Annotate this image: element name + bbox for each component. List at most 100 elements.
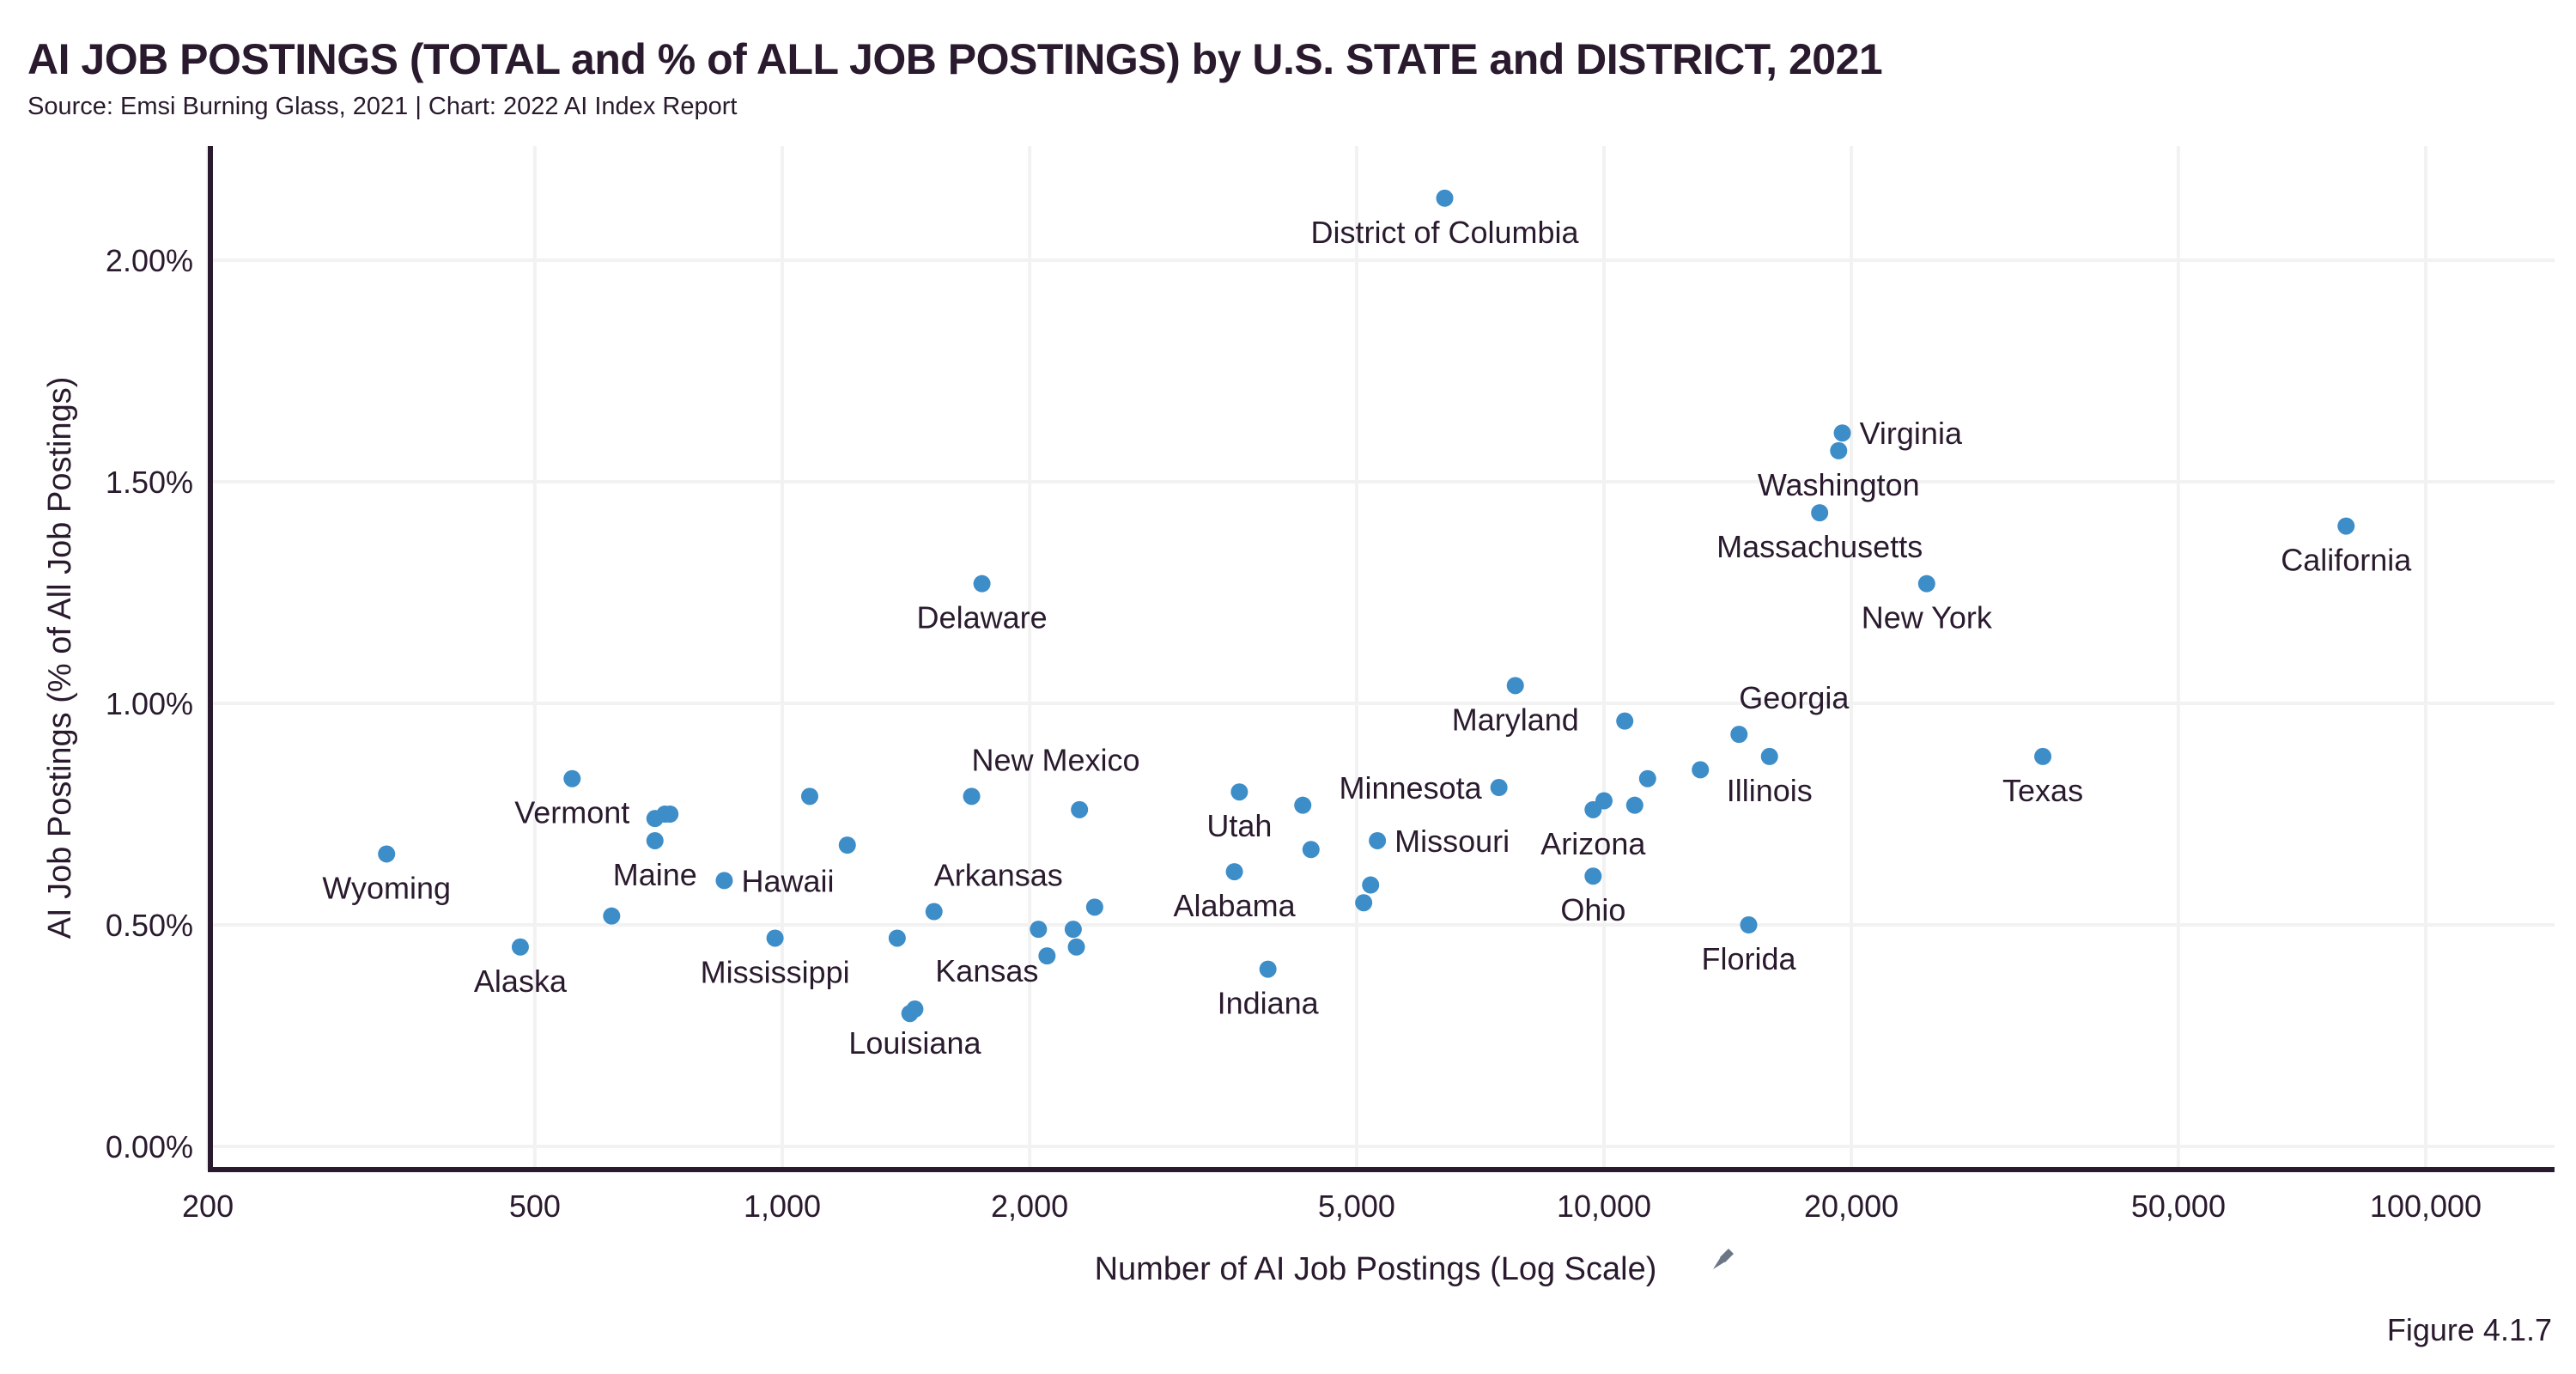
point-label: Georgia: [1739, 680, 1850, 715]
chart-subtitle: Source: Emsi Burning Glass, 2021 | Chart…: [27, 93, 738, 120]
data-point[interactable]: [1584, 867, 1602, 885]
data-point[interactable]: [963, 787, 981, 806]
x-tick-label: 200: [182, 1189, 234, 1224]
point-label: Arkansas: [934, 858, 1063, 893]
x-tick-label: 2,000: [991, 1189, 1068, 1224]
data-point[interactable]: [1584, 800, 1602, 818]
data-points: [378, 189, 2355, 1023]
point-label: Florida: [1701, 941, 1796, 976]
data-point[interactable]: [1760, 747, 1778, 765]
y-tick-label: 1.50%: [106, 465, 193, 500]
data-point[interactable]: [1259, 960, 1277, 978]
data-point[interactable]: [2034, 747, 2052, 765]
x-tick-label: 500: [509, 1189, 561, 1224]
data-point[interactable]: [1294, 796, 1312, 814]
data-point[interactable]: [603, 907, 621, 925]
point-label: Alaska: [474, 964, 568, 999]
x-tick-label: 20,000: [1804, 1189, 1899, 1224]
data-point[interactable]: [1490, 779, 1508, 797]
point-label: New Mexico: [972, 742, 1140, 777]
data-point[interactable]: [1811, 504, 1829, 522]
data-point[interactable]: [1030, 921, 1048, 939]
data-point[interactable]: [1230, 783, 1249, 801]
y-axis-ticks: 0.00% 0.50% 1.00% 1.50% 2.00%: [106, 243, 193, 1164]
data-point[interactable]: [715, 872, 733, 890]
data-point[interactable]: [1833, 424, 1851, 442]
point-label: Indiana: [1218, 986, 1320, 1021]
point-label: Illinois: [1727, 773, 1813, 808]
chart-title: AI JOB POSTINGS (TOTAL and % of ALL JOB …: [27, 35, 1883, 83]
point-label: Wyoming: [322, 870, 451, 905]
data-point[interactable]: [1740, 916, 1758, 933]
grid-lines: [206, 146, 2555, 1170]
x-tick-label: 5,000: [1318, 1189, 1395, 1224]
data-point[interactable]: [1071, 800, 1089, 818]
data-point[interactable]: [1038, 947, 1056, 965]
point-label: Delaware: [917, 600, 1048, 635]
point-label: Maryland: [1452, 702, 1579, 737]
point-label: Minnesota: [1340, 770, 1483, 806]
data-point[interactable]: [661, 806, 679, 823]
data-point[interactable]: [1506, 677, 1524, 695]
data-point[interactable]: [800, 787, 818, 806]
y-tick-label: 0.50%: [106, 908, 193, 943]
data-point[interactable]: [511, 938, 529, 956]
data-point[interactable]: [1830, 441, 1848, 459]
point-label: Mississippi: [701, 954, 850, 989]
pin-icon[interactable]: [1713, 1249, 1734, 1269]
point-labels: District of Columbia Virginia Washington Ma…: [322, 215, 2412, 1061]
point-label: Vermont: [514, 795, 629, 830]
x-tick-label: 100,000: [2370, 1189, 2482, 1224]
x-tick-label: 1,000: [744, 1189, 821, 1224]
data-point[interactable]: [766, 929, 784, 947]
point-label: New York: [1862, 600, 1993, 635]
data-point[interactable]: [1085, 898, 1103, 916]
data-point[interactable]: [1436, 189, 1454, 207]
point-label: Maine: [613, 857, 697, 892]
data-point[interactable]: [1064, 921, 1082, 939]
data-point[interactable]: [1625, 796, 1643, 814]
data-point[interactable]: [1302, 841, 1320, 859]
point-label: Missouri: [1394, 824, 1510, 859]
point-label: Texas: [2002, 773, 2083, 808]
data-point[interactable]: [2337, 517, 2355, 535]
x-tick-label: 10,000: [1557, 1189, 1651, 1224]
data-point[interactable]: [1355, 894, 1373, 912]
data-point[interactable]: [1692, 761, 1710, 779]
data-point[interactable]: [901, 1005, 919, 1023]
data-point[interactable]: [378, 845, 396, 863]
x-axis-ticks: 200 500 1,000 2,000 5,000 10,000 20,000 50,000 1…: [182, 1189, 2482, 1224]
data-point[interactable]: [1616, 712, 1634, 730]
x-tick-label: 50,000: [2131, 1189, 2226, 1224]
data-point[interactable]: [1730, 726, 1748, 744]
point-label: Virginia: [1860, 416, 1963, 451]
data-point[interactable]: [563, 769, 581, 787]
pin-icon-shape: [1713, 1249, 1734, 1269]
y-tick-label: 2.00%: [106, 243, 193, 278]
x-axis-label: Number of AI Job Postings (Log Scale): [1095, 1251, 1657, 1287]
point-label: Kansas: [935, 953, 1038, 988]
data-point[interactable]: [1225, 863, 1243, 881]
point-label: Utah: [1206, 808, 1272, 843]
data-point[interactable]: [925, 903, 943, 921]
data-point[interactable]: [888, 929, 906, 947]
y-axis-label: AI Job Postings (% of All Job Postings): [42, 377, 78, 939]
point-label: California: [2281, 543, 2412, 578]
point-label: Hawaii: [741, 863, 834, 898]
point-label: Louisiana: [848, 1025, 981, 1061]
figure-label: Figure 4.1.7: [2386, 1312, 2552, 1347]
data-point[interactable]: [1067, 938, 1085, 956]
data-point[interactable]: [1369, 831, 1387, 849]
point-label: Massachusetts: [1716, 529, 1923, 564]
point-label: Arizona: [1540, 826, 1646, 861]
point-label: District of Columbia: [1310, 215, 1579, 250]
data-point[interactable]: [646, 831, 664, 849]
data-point[interactable]: [1917, 575, 1935, 593]
data-point[interactable]: [1362, 876, 1380, 894]
point-label: Alabama: [1174, 888, 1297, 923]
data-point[interactable]: [1638, 769, 1656, 787]
point-label: Washington: [1758, 467, 1920, 502]
data-point[interactable]: [973, 575, 991, 593]
data-point[interactable]: [838, 836, 856, 854]
